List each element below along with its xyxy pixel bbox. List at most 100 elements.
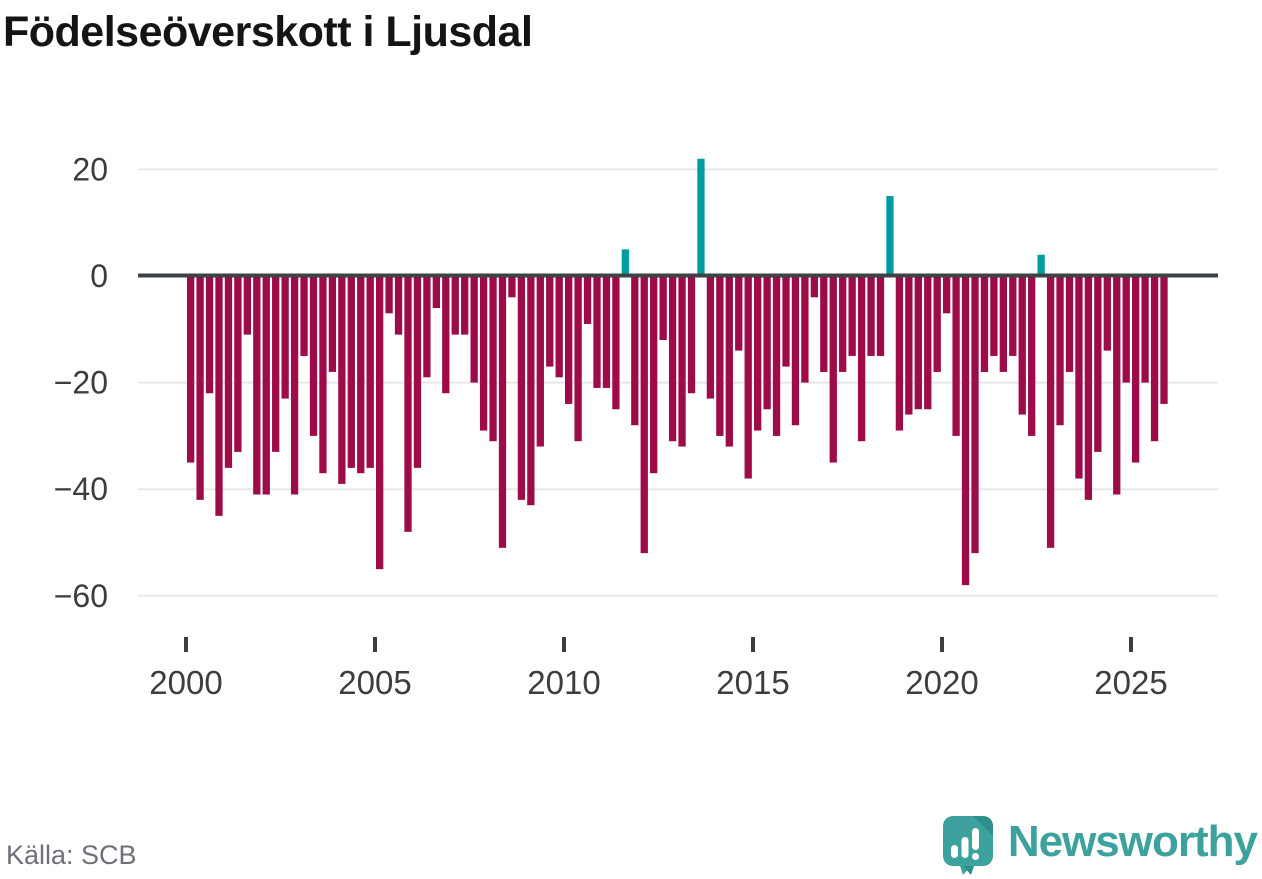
bar-2024-q4 (1122, 276, 1130, 383)
bar-2007-q4 (479, 276, 488, 431)
newsworthy-logo-icon (942, 816, 993, 875)
bar-2018-q3 (886, 196, 894, 276)
bar-2022-q1 (1018, 276, 1026, 415)
bar-2017-q2 (839, 276, 847, 372)
bar-2014-q1 (716, 276, 724, 436)
bar-2002-q3 (281, 276, 289, 399)
bar-2007-q3 (470, 276, 478, 383)
bar-2023-q1 (1056, 276, 1064, 426)
bar-2012-q4 (668, 276, 677, 442)
bar-2004-q3 (357, 276, 365, 474)
logo-mini-bar-1 (950, 845, 958, 858)
logo-exclamation-stem (971, 828, 979, 850)
bar-2021-q2 (990, 276, 998, 356)
bar-2019-q3 (924, 276, 932, 410)
bar-2009-q3 (546, 276, 554, 367)
bar-2017-q3 (848, 276, 856, 356)
bar-2011-q4 (631, 276, 639, 426)
bar-2017-q1 (829, 276, 837, 463)
bar-2001-q1 (224, 276, 233, 468)
bar-2012-q1 (640, 276, 648, 554)
bar-2013-q4 (706, 276, 715, 399)
source-note: Källa: SCB (6, 840, 137, 870)
bar-2004-q4 (366, 276, 374, 468)
bar-2021-q3 (999, 276, 1007, 372)
bar-2018-q1 (867, 276, 875, 356)
bar-2011-q2 (612, 276, 620, 410)
y-axis-label--20: −20 (54, 365, 108, 401)
bar-2010-q3 (583, 276, 592, 324)
bar-2019-q2 (914, 276, 922, 410)
bar-2019-q1 (905, 276, 913, 415)
bar-2017-q4 (857, 276, 866, 442)
bar-2014-q4 (744, 276, 752, 479)
bar-2021-q1 (980, 276, 989, 372)
bar-2024-q1 (1094, 276, 1102, 452)
bar-2003-q3 (319, 276, 327, 474)
bar-2014-q3 (735, 276, 743, 351)
bar-2009-q1 (527, 276, 535, 506)
bar-2024-q2 (1103, 276, 1111, 351)
bar-2004-q2 (347, 276, 355, 468)
bar-2022-q2 (1028, 276, 1036, 436)
bar-2020-q2 (952, 276, 960, 436)
bar-2005-q3 (394, 276, 403, 335)
bar-2008-q3 (508, 276, 516, 298)
bar-2008-q2 (498, 276, 507, 548)
bar-2025-q3 (1150, 276, 1159, 442)
bar-2012-q2 (650, 276, 658, 474)
bar-2024-q3 (1113, 276, 1121, 495)
bar-2022-q3 (1037, 254, 1045, 276)
bar-2006-q1 (413, 276, 422, 468)
bar-2020-q4 (971, 276, 979, 554)
bar-2003-q2 (309, 276, 318, 436)
y-axis-label-20: 20 (72, 151, 108, 187)
bar-2023-q4 (1084, 276, 1093, 500)
bar-2015-q3 (772, 276, 781, 436)
bar-2025-q2 (1141, 276, 1149, 383)
bar-2013-q3 (697, 158, 705, 276)
bar-2003-q4 (328, 276, 337, 372)
x-axis-label-2010: 2010 (527, 664, 600, 701)
bar-2000-q2 (196, 276, 204, 500)
x-axis-label-2020: 2020 (905, 664, 978, 701)
bar-2009-q2 (536, 276, 544, 447)
bar-2010-q1 (565, 276, 573, 404)
newsworthy-wordmark: Newsworthy (1007, 817, 1258, 866)
bar-2016-q3 (810, 276, 818, 298)
x-axis-label-2015: 2015 (716, 664, 789, 701)
bar-2020-q1 (943, 276, 951, 314)
bar-2023-q2 (1065, 276, 1074, 372)
x-axis-label-2005: 2005 (338, 664, 411, 701)
y-axis-label--60: −60 (54, 578, 108, 614)
bar-2006-q2 (423, 276, 431, 378)
y-axis-label-0: 0 (90, 258, 108, 294)
bar-2001-q3 (243, 276, 251, 335)
bar-2005-q1 (376, 276, 384, 570)
bar-2009-q4 (555, 276, 563, 378)
bar-2023-q3 (1075, 276, 1083, 479)
bar-2019-q4 (933, 276, 941, 372)
bar-2011-q1 (602, 276, 611, 388)
bar-2008-q1 (489, 276, 497, 442)
bar-2016-q4 (820, 276, 828, 372)
bar-2002-q1 (262, 276, 270, 495)
bar-2000-q3 (205, 276, 214, 394)
bar-2015-q1 (754, 276, 762, 431)
bar-2010-q4 (593, 276, 601, 388)
bar-2016-q1 (791, 276, 800, 426)
bar-2003-q1 (300, 276, 308, 356)
logo-mini-bar-2 (961, 837, 969, 858)
bar-2013-q2 (687, 276, 696, 394)
bar-2008-q4 (517, 276, 526, 500)
bar-2000-q1 (187, 276, 195, 463)
bar-2021-q4 (1009, 276, 1017, 356)
y-axis-label--40: −40 (54, 471, 108, 507)
bar-2020-q3 (961, 276, 970, 586)
bar-2005-q2 (385, 276, 393, 314)
bar-2006-q4 (442, 276, 450, 394)
bar-2015-q2 (763, 276, 771, 410)
bar-2013-q1 (678, 276, 686, 447)
newsworthy-logo: Newsworthy (940, 808, 1258, 876)
